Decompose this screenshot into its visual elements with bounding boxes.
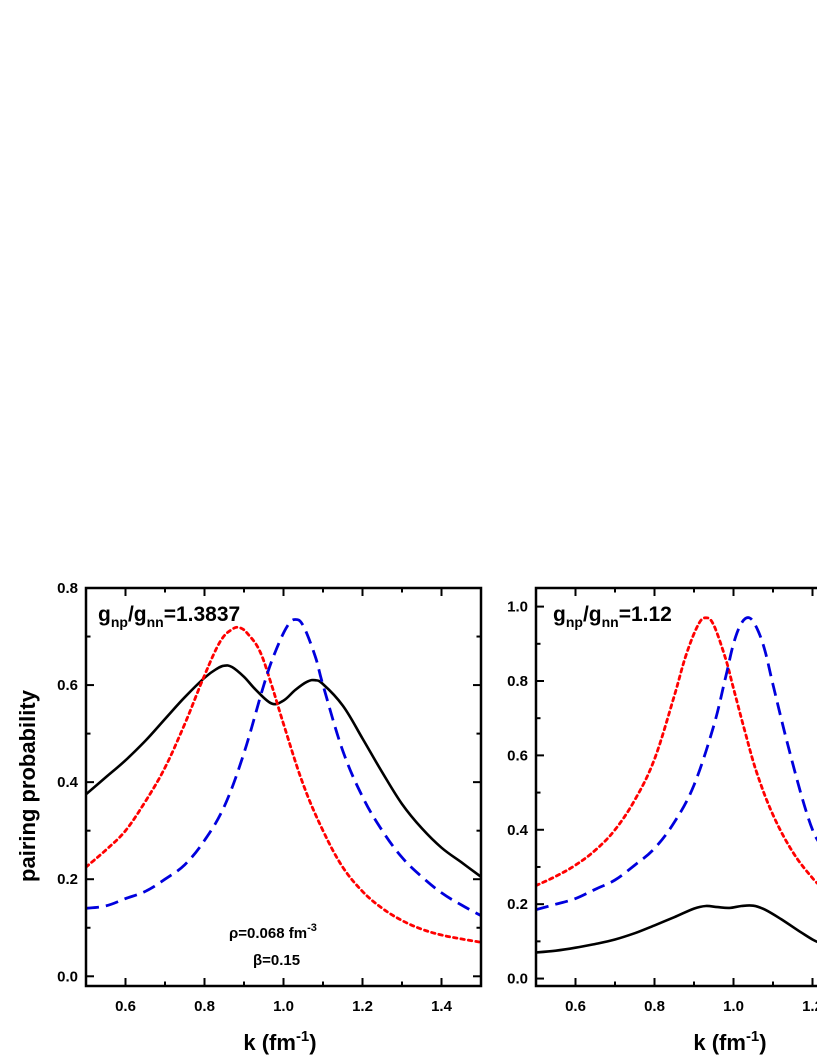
panel-left-x-tick-label: 0.8 — [194, 998, 215, 1015]
panel-left: 0.6 0.8 1.0 1.2 1.4 0.0 0.2 0.4 0.6 0.8 gnp/gnn=1… — [57, 580, 483, 1055]
panel-right-plot-area — [536, 616, 817, 954]
panel-right-series-dashed — [536, 616, 817, 912]
panel-right-x-tick-label: 0.6 — [565, 998, 586, 1015]
panel-left-y-tick-label: 0.0 — [57, 968, 78, 985]
beta-annotation: β=0.15 — [253, 952, 300, 969]
panel-left-series-dotted — [86, 625, 481, 944]
panel-left-y-tick-label: 0.6 — [57, 677, 78, 694]
panel-left-ticks: 0.6 0.8 1.0 1.2 1.4 0.0 0.2 0.4 0.6 0.8 — [57, 580, 482, 1015]
panel-right-x-axis-title: k (fm-1) — [693, 1028, 766, 1055]
panel-right-series-dotted — [536, 616, 817, 887]
y-axis-title: pairing probability — [15, 689, 40, 882]
panel-left-y-tick-label: 0.4 — [57, 774, 79, 791]
panel-left-plot-area — [86, 618, 481, 944]
panel-right-y-tick-label: 1.0 — [507, 599, 528, 616]
panel-left-parameter-label: gnp/gnn=1.3837 — [98, 603, 240, 630]
panel-left-x-axis-title: k (fm-1) — [243, 1028, 316, 1055]
panel-right-x-tick-label: 1.0 — [723, 998, 744, 1015]
panel-right-y-tick-label: 0.8 — [507, 673, 528, 690]
density-annotation: ρ=0.068 fm-3 — [229, 922, 317, 942]
panel-right-y-tick-label: 0.0 — [507, 971, 528, 988]
panel-right-x-tick-label: 0.8 — [644, 998, 665, 1015]
panel-left-y-tick-label: 0.8 — [57, 580, 78, 597]
panel-right-y-tick-label: 0.6 — [507, 747, 528, 764]
panel-left-y-tick-label: 0.2 — [57, 871, 78, 888]
panel-right-y-tick-label: 0.2 — [507, 896, 528, 913]
panel-left-x-tick-label: 1.4 — [431, 998, 453, 1015]
panel-right-series-solid — [536, 904, 817, 954]
panel-right-parameter-label: gnp/gnn=1.12 — [553, 603, 672, 630]
panel-right-frame — [534, 586, 817, 988]
panel-right: 0.6 0.8 1.0 1.2 0.0 0.2 0.4 0.6 0.8 1.0 gnp/gnn=1… — [507, 586, 817, 1055]
panel-right-ticks: 0.6 0.8 1.0 1.2 0.0 0.2 0.4 0.6 0.8 1.0 — [507, 588, 817, 1015]
panel-right-y-tick-label: 0.4 — [507, 822, 529, 839]
panel-right-x-tick-label: 1.2 — [802, 998, 817, 1015]
panel-left-x-tick-label: 1.0 — [273, 998, 294, 1015]
panel-left-series-dashed — [86, 618, 481, 917]
panel-left-x-tick-label: 0.6 — [115, 998, 136, 1015]
panel-left-x-tick-label: 1.2 — [352, 998, 373, 1015]
